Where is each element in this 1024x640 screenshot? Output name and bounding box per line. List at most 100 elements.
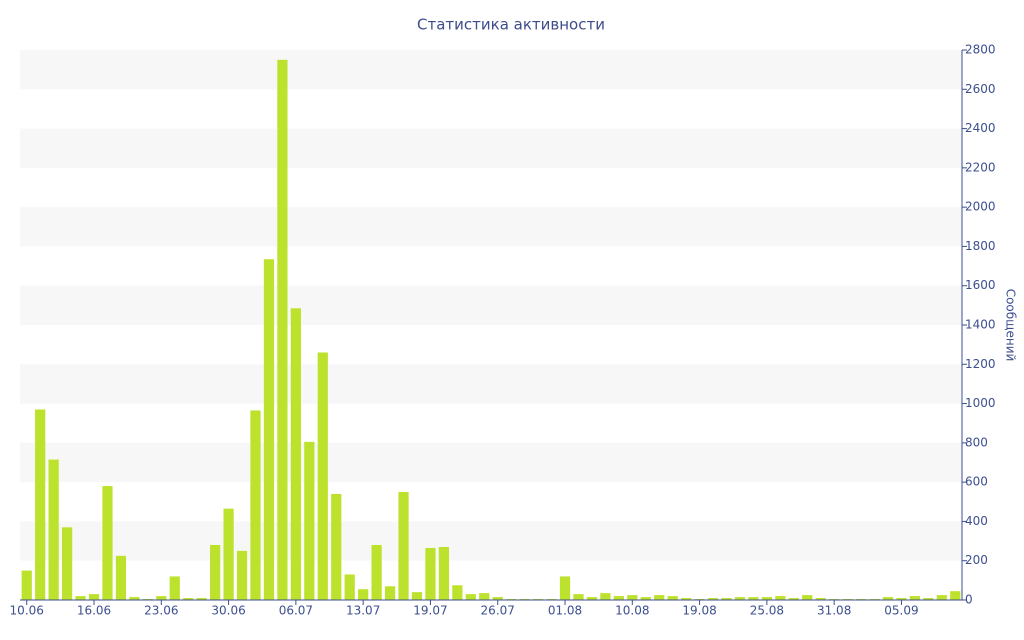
grid-band — [20, 285, 962, 325]
bar — [304, 441, 315, 600]
y-tick-label: 800 — [965, 435, 988, 449]
bar — [681, 598, 692, 600]
y-tick-label: 1400 — [965, 318, 996, 332]
bar — [344, 574, 355, 600]
bar — [196, 598, 207, 600]
bar — [882, 597, 894, 600]
y-tick-label: 400 — [965, 514, 988, 528]
grid-band — [20, 364, 962, 404]
bar — [667, 596, 678, 600]
x-tick-label: 26.07 — [481, 604, 515, 618]
bar — [909, 596, 921, 600]
bar — [734, 597, 746, 600]
bar — [950, 591, 961, 600]
y-axis-label: Сообщений — [1004, 289, 1018, 362]
x-tick-label: 23.06 — [144, 604, 178, 618]
x-tick-label: 25.08 — [750, 604, 784, 618]
bar — [707, 598, 719, 600]
bar — [492, 597, 503, 600]
bar — [936, 595, 947, 600]
x-tick-label: 16.06 — [77, 604, 111, 618]
bar — [775, 596, 786, 600]
bar — [721, 598, 732, 600]
bar — [61, 527, 73, 600]
bar — [748, 597, 759, 600]
bar — [438, 546, 450, 600]
bar — [761, 597, 772, 600]
bar — [425, 547, 436, 600]
x-tick-label: 01.08 — [548, 604, 582, 618]
bar — [102, 486, 113, 600]
bar — [479, 593, 490, 600]
x-tick-label: 19.07 — [413, 604, 447, 618]
bar — [169, 576, 180, 600]
bar — [290, 308, 301, 600]
grid-band — [20, 50, 962, 90]
x-tick-label: 05.09 — [884, 604, 918, 618]
x-tick-label: 10.06 — [10, 604, 44, 618]
y-tick-label: 1600 — [965, 278, 996, 292]
bar — [815, 598, 826, 600]
grid-band — [20, 521, 962, 561]
bar — [371, 545, 382, 600]
bar — [586, 597, 598, 600]
bar — [236, 550, 248, 600]
y-tick-label: 2000 — [965, 200, 996, 214]
bar — [48, 459, 59, 600]
bar — [35, 409, 46, 600]
bar — [465, 594, 476, 600]
bar — [210, 545, 221, 600]
bar — [627, 595, 638, 600]
bar — [277, 59, 288, 601]
bar — [600, 593, 611, 600]
y-tick-label: 200 — [965, 553, 988, 567]
y-tick-label: 600 — [965, 475, 988, 489]
bar — [223, 508, 234, 600]
bar — [317, 352, 328, 600]
bar — [115, 555, 127, 600]
bar — [21, 570, 32, 600]
bar — [896, 598, 907, 600]
bar — [573, 594, 584, 600]
x-tick-label: 19.08 — [682, 604, 716, 618]
bar — [129, 597, 140, 600]
bar — [411, 592, 423, 600]
bar — [263, 259, 275, 600]
bar — [452, 585, 463, 600]
grid-band — [20, 128, 962, 168]
bar — [559, 576, 571, 600]
bar — [156, 596, 167, 600]
bar — [75, 596, 86, 600]
bar — [923, 598, 934, 600]
y-tick-label: 1000 — [965, 396, 996, 410]
bar — [88, 594, 100, 600]
chart-title: Статистика активности — [417, 16, 605, 34]
bar — [358, 589, 369, 600]
y-tick-label: 2200 — [965, 160, 996, 174]
y-tick-label: 1800 — [965, 239, 996, 253]
y-tick-label: 2800 — [965, 43, 996, 57]
y-tick-label: 2600 — [965, 82, 996, 96]
y-tick-label: 1200 — [965, 357, 996, 371]
x-tick-label: 31.08 — [817, 604, 851, 618]
bar — [183, 598, 194, 600]
grid-band — [20, 442, 962, 483]
x-tick-label: 10.08 — [615, 604, 649, 618]
bar — [384, 586, 396, 600]
bar — [802, 595, 813, 600]
bar — [654, 595, 665, 600]
x-tick-label: 30.06 — [211, 604, 245, 618]
bar — [398, 491, 409, 600]
bar — [613, 596, 624, 600]
grid-band — [20, 207, 962, 247]
bar — [250, 410, 261, 600]
bar — [788, 598, 799, 600]
x-tick-label: 13.07 — [346, 604, 380, 618]
x-tick-label: 06.07 — [279, 604, 313, 618]
y-tick-label: 0 — [965, 593, 973, 607]
y-tick-label: 2400 — [965, 121, 996, 135]
bar — [331, 493, 342, 600]
bar — [640, 597, 651, 600]
